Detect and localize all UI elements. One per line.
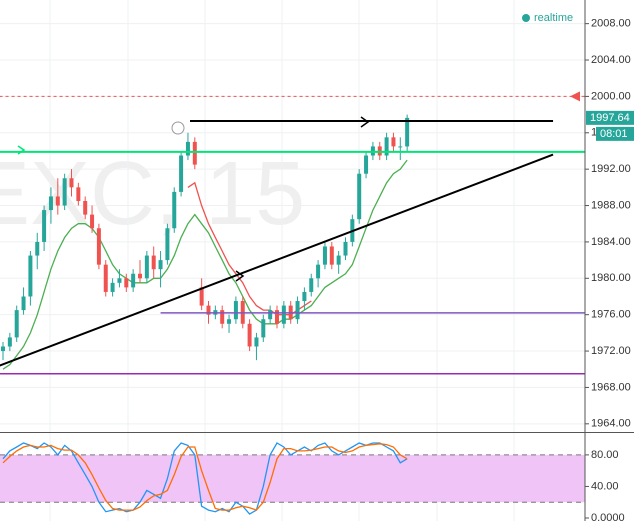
candle-body (14, 310, 19, 338)
y-tick-label: 1964.00 (591, 418, 631, 430)
y-tick-label: 1984.00 (591, 236, 631, 248)
clock-icon (171, 121, 185, 135)
candle-body (405, 117, 410, 147)
y-tick-label: 1988.00 (591, 199, 631, 211)
last-price: 1997.64 (590, 112, 630, 124)
candle-body (138, 273, 142, 279)
y-tick-label: 80.00 (591, 449, 619, 461)
candle-body (302, 291, 307, 302)
candle-body (62, 178, 67, 206)
y-tick-label: 1992.00 (591, 163, 631, 175)
candle-body (42, 210, 47, 242)
candle-body (268, 310, 273, 320)
y-tick-label: 40.00 (591, 480, 619, 492)
last-price-box (586, 110, 634, 125)
y-tick-label: 2004.00 (591, 54, 631, 66)
candle-body (254, 337, 259, 347)
candle-body (357, 173, 362, 220)
candle-body (35, 241, 40, 256)
oscillator-panel (0, 433, 585, 521)
candle-body (144, 255, 149, 279)
candle-body (76, 187, 81, 201)
arrow (235, 270, 245, 282)
countdown-box (596, 126, 634, 141)
candle-body (233, 301, 238, 320)
candle-body (322, 246, 327, 265)
candle-body (316, 264, 321, 279)
y-tick-label: 1980.00 (591, 272, 631, 284)
candle-body (275, 310, 279, 324)
candle-body (131, 273, 136, 288)
candle-body (55, 196, 60, 206)
candle-body (151, 255, 156, 270)
y-tick-label: 2000.00 (591, 90, 631, 102)
candle-body (364, 155, 369, 174)
candle-body (96, 228, 101, 265)
candle-body (329, 246, 334, 265)
alert-marker (570, 91, 580, 102)
candle-body (398, 146, 403, 148)
candle-body (90, 214, 95, 229)
candle-body (192, 141, 197, 165)
candle-body (199, 287, 204, 306)
candle-body (185, 141, 190, 156)
candle-body (1, 346, 5, 352)
candle-body (48, 196, 53, 211)
candle-body (83, 200, 88, 215)
y-tick-label: 1976.00 (591, 309, 631, 321)
status-dot (522, 14, 530, 22)
candle-body (281, 305, 286, 324)
candle-body (179, 155, 184, 192)
status: realtime (534, 12, 573, 24)
candle-body (28, 255, 33, 297)
arrow (360, 116, 370, 128)
candle-body (172, 191, 177, 229)
y-tick-label: 0.0000 (591, 512, 625, 521)
series-line (2, 159, 408, 370)
candle-body (117, 278, 122, 283)
candle-body (295, 301, 300, 320)
candle-body (220, 310, 225, 324)
candle-body (391, 137, 396, 147)
candle-body (110, 282, 115, 292)
arrow (17, 145, 26, 155)
candle-body (227, 319, 232, 324)
candle-body (206, 305, 211, 315)
candle-body (21, 296, 26, 311)
countdown: 08:01 (600, 128, 628, 140)
y-tick-label: 2008.00 (591, 18, 631, 30)
candle-body (158, 260, 163, 270)
candle-body (103, 264, 108, 292)
candle-body (69, 178, 74, 188)
drawn-line (0, 153, 554, 367)
candle-body (124, 278, 129, 288)
y-tick-label: 1968.00 (591, 381, 631, 393)
candle-body (309, 278, 314, 292)
candle-body (343, 241, 348, 256)
candle-body (384, 137, 389, 156)
candle-body (336, 255, 341, 265)
price-panel: EXC, 15 (0, 0, 585, 432)
y-tick-label: 1972.00 (591, 345, 631, 357)
candle-body (261, 319, 266, 338)
candle-body (7, 337, 12, 347)
band (0, 454, 585, 503)
series-line (2, 443, 408, 511)
candle-body (247, 323, 252, 347)
candle-body (165, 228, 170, 261)
